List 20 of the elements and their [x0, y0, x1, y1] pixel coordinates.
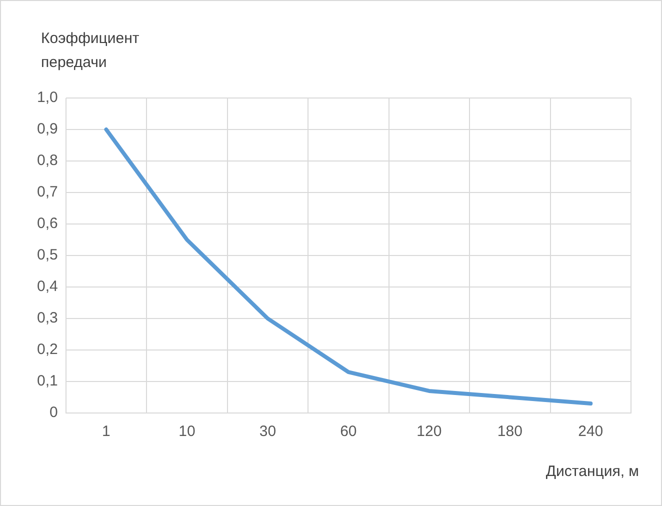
y-tick-label: 0,7: [36, 184, 58, 201]
x-tick-label: 240: [578, 423, 604, 440]
x-tick-label: 120: [416, 423, 442, 440]
y-tick-label: 0,2: [36, 341, 58, 358]
y-axis-title: Коэффициент передачи: [41, 29, 140, 73]
x-tick-label: 30: [259, 423, 276, 440]
y-tick-label: 0,6: [36, 215, 58, 232]
y-tick-label: 0,4: [36, 278, 58, 296]
y-tick-label: 0,3: [36, 310, 58, 327]
x-tick-label: 180: [497, 423, 522, 440]
y-tick-label: 0,1: [36, 372, 58, 390]
y-tick-label: 0: [50, 404, 58, 422]
x-axis-title: Дистанция, м: [546, 463, 639, 480]
x-tick-label: 1: [102, 423, 110, 440]
y-tick-label: 0,9: [36, 120, 58, 138]
y-tick-label: 0,5: [36, 246, 58, 264]
x-tick-label: 10: [178, 423, 196, 440]
x-tick-label: 60: [340, 423, 357, 440]
y-tick-label: 1,0: [36, 89, 58, 106]
y-tick-label: 0,8: [36, 152, 58, 170]
